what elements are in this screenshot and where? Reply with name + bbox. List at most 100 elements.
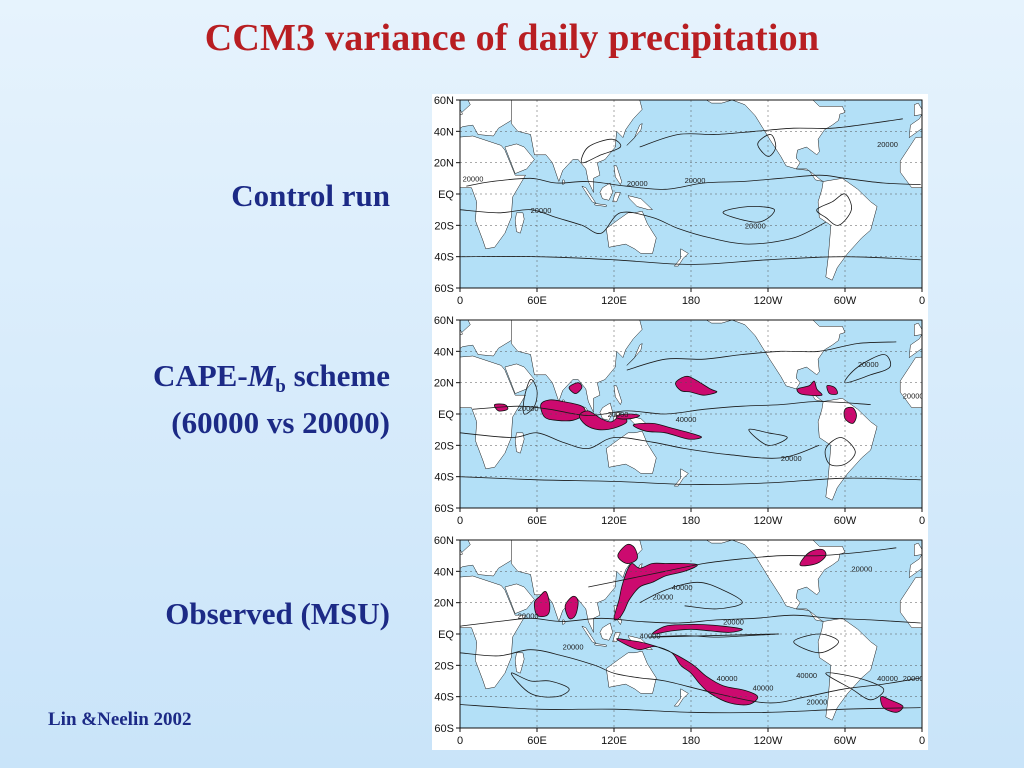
land-africa xyxy=(460,575,526,690)
land-madagascar xyxy=(514,212,525,234)
lat-tick-label: 20N xyxy=(434,158,454,170)
contour-label: 20000 xyxy=(608,410,629,419)
land-japan xyxy=(626,342,643,366)
contour-line xyxy=(825,672,885,701)
land-europe-wrap xyxy=(908,113,922,139)
high-variance-region xyxy=(843,406,857,424)
contour-line xyxy=(824,437,856,467)
lon-tick-label: 0 xyxy=(457,735,463,747)
high-variance-region xyxy=(616,638,759,706)
land-camerica xyxy=(796,168,824,182)
land-camerica xyxy=(796,608,824,622)
land-uk-wrap xyxy=(914,542,922,556)
lon-tick-label: 180 xyxy=(682,735,700,747)
contour-label: 20000 xyxy=(877,140,898,149)
land-europe-wrap xyxy=(908,333,922,359)
lon-tick-label: 0 xyxy=(919,515,925,527)
land-samerica xyxy=(817,398,878,501)
lat-tick-label: 20S xyxy=(434,660,454,672)
map-cape-scheme: 20000 20000 40000 20000 20000 20000 60N 40N 20N E… xyxy=(434,315,925,527)
lat-tick-label: 40N xyxy=(434,346,454,358)
panel-label-observed: Observed (MSU) xyxy=(165,596,390,632)
contour-line xyxy=(816,193,852,226)
lon-tick-label: 120E xyxy=(601,515,627,527)
contour-line xyxy=(757,134,777,157)
land-nz xyxy=(673,248,689,267)
lat-tick-label: 60S xyxy=(434,503,454,515)
map-inner: 20000 20000 40000 20000 20000 20000 xyxy=(460,320,924,508)
contour-label: 40000 xyxy=(672,583,693,592)
panel-label-control-run-text: Control run xyxy=(231,178,390,213)
contour-label: 20000 xyxy=(463,174,484,183)
lat-tick-label: 60N xyxy=(434,535,454,547)
contour-line xyxy=(460,209,826,245)
panel-label-cape-line1: CAPE-Mb scheme xyxy=(153,358,390,405)
lat-tick-label: 20S xyxy=(434,440,454,452)
contour-label: 20000 xyxy=(903,391,924,400)
land-java xyxy=(594,643,607,647)
lon-tick-label: 60E xyxy=(527,295,547,307)
land-samerica xyxy=(817,178,878,281)
high-variance-region xyxy=(568,382,583,395)
map-inner: 2000020000400002000020000400004000040000… xyxy=(460,540,922,728)
land-europe-wrap xyxy=(908,553,922,579)
land-madagascar xyxy=(514,432,525,454)
cape-suffix: scheme xyxy=(285,358,390,393)
land-nz xyxy=(673,468,689,487)
lon-tick-label: 120E xyxy=(601,295,627,307)
lon-tick-label: 60E xyxy=(527,735,547,747)
contour-label: 40000 xyxy=(640,632,661,641)
panel-label-cape-scheme: CAPE-Mb scheme (60000 vs 20000) xyxy=(153,358,390,441)
contour-line xyxy=(844,354,891,384)
panel-label-cape-line2: (60000 vs 20000) xyxy=(171,405,390,440)
contour-line xyxy=(588,547,897,588)
contour-line xyxy=(648,633,779,638)
lon-tick-label: 0 xyxy=(919,735,925,747)
land-europe xyxy=(460,320,512,357)
land-africa xyxy=(460,135,526,250)
contour-line xyxy=(639,118,903,148)
contour-line xyxy=(466,174,921,190)
lon-tick-label: 180 xyxy=(682,515,700,527)
panel-label-control-run: Control run xyxy=(231,178,390,214)
cape-prefix: CAPE- xyxy=(152,358,248,393)
contour-line xyxy=(793,633,840,654)
map-panel-control-run: 20000 20000 20000 20000 20000 20000 60N 40N 20N E… xyxy=(432,94,928,310)
contour-label: 20000 xyxy=(531,206,552,215)
contour-label: 40000 xyxy=(753,683,774,692)
contour-label: 20000 xyxy=(685,176,706,185)
land-africa-wrap xyxy=(899,356,922,408)
land-philippines xyxy=(613,385,622,406)
lat-tick-label: 20N xyxy=(434,598,454,610)
contour-label: 20000 xyxy=(851,564,872,573)
lat-tick-label: 40S xyxy=(434,252,454,264)
map-panel-cape-scheme: 20000 20000 40000 20000 20000 20000 60N 40N 20N E… xyxy=(432,314,928,530)
lat-tick-label: 60S xyxy=(434,723,454,735)
lat-tick-label: 20N xyxy=(434,378,454,390)
lat-tick-label: 60N xyxy=(434,95,454,107)
lat-tick-label: 60S xyxy=(434,283,454,295)
lon-tick-label: 60W xyxy=(834,515,857,527)
lat-tick-label: 40S xyxy=(434,472,454,484)
land-arabia xyxy=(504,583,535,614)
contour-line xyxy=(460,614,921,627)
contour-label: 40000 xyxy=(717,674,738,683)
contour-label: 40000 xyxy=(877,674,898,683)
contour-label: 20000 xyxy=(627,179,648,188)
high-variance-region xyxy=(617,543,638,564)
high-variance-region xyxy=(652,623,743,635)
land-australia xyxy=(606,650,657,694)
lon-tick-label: 120W xyxy=(754,295,783,307)
contour-line xyxy=(626,341,897,371)
land-uk-wrap xyxy=(914,102,922,116)
land-australia xyxy=(606,430,657,474)
map-figure: 20000 20000 20000 20000 20000 20000 60N 40N 20N E… xyxy=(432,94,928,750)
high-variance-region xyxy=(826,385,838,395)
land-madagascar xyxy=(514,652,525,674)
land-newguinea xyxy=(627,195,654,210)
map-control-run: 20000 20000 20000 20000 20000 20000 60N 40N 20N E… xyxy=(434,95,925,307)
panel-label-observed-text: Observed (MSU) xyxy=(165,596,390,631)
citation: Lin &Neelin 2002 xyxy=(48,709,192,730)
high-variance-region xyxy=(799,548,827,567)
contour-line xyxy=(580,138,622,164)
